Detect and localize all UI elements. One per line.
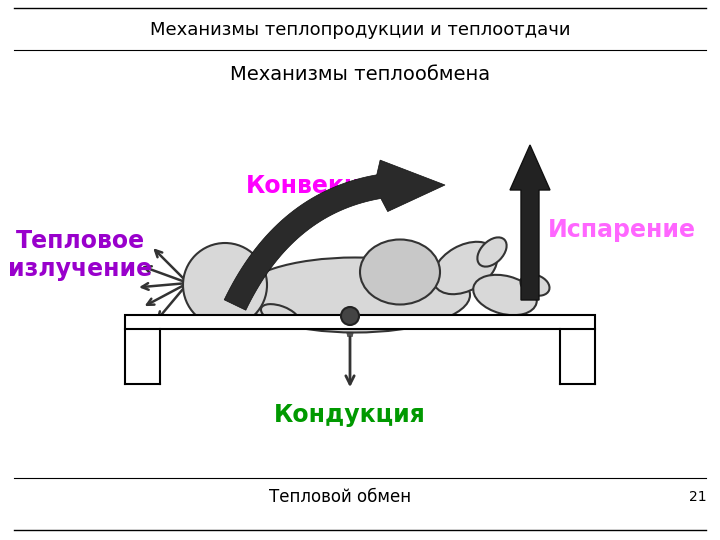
Text: Тепловое
излучение: Тепловое излучение <box>8 229 152 281</box>
Ellipse shape <box>240 258 470 333</box>
Ellipse shape <box>253 275 283 305</box>
Ellipse shape <box>360 240 440 305</box>
Text: Кондукция: Кондукция <box>274 403 426 427</box>
Ellipse shape <box>473 275 537 315</box>
Bar <box>125 315 595 329</box>
Ellipse shape <box>433 242 498 294</box>
Circle shape <box>341 307 359 325</box>
Polygon shape <box>510 145 550 300</box>
Circle shape <box>183 243 267 327</box>
Ellipse shape <box>521 274 549 296</box>
Text: Конвекция: Конвекция <box>246 173 394 197</box>
Ellipse shape <box>477 238 507 267</box>
Ellipse shape <box>261 304 299 326</box>
Polygon shape <box>224 160 445 310</box>
Text: Механизмы теплопродукции и теплоотдачи: Механизмы теплопродукции и теплоотдачи <box>150 21 570 39</box>
Text: Механизмы теплообмена: Механизмы теплообмена <box>230 64 490 84</box>
Text: Тепловой обмен: Тепловой обмен <box>269 488 411 506</box>
Text: 21: 21 <box>689 490 707 504</box>
Text: Испарение: Испарение <box>548 218 696 242</box>
